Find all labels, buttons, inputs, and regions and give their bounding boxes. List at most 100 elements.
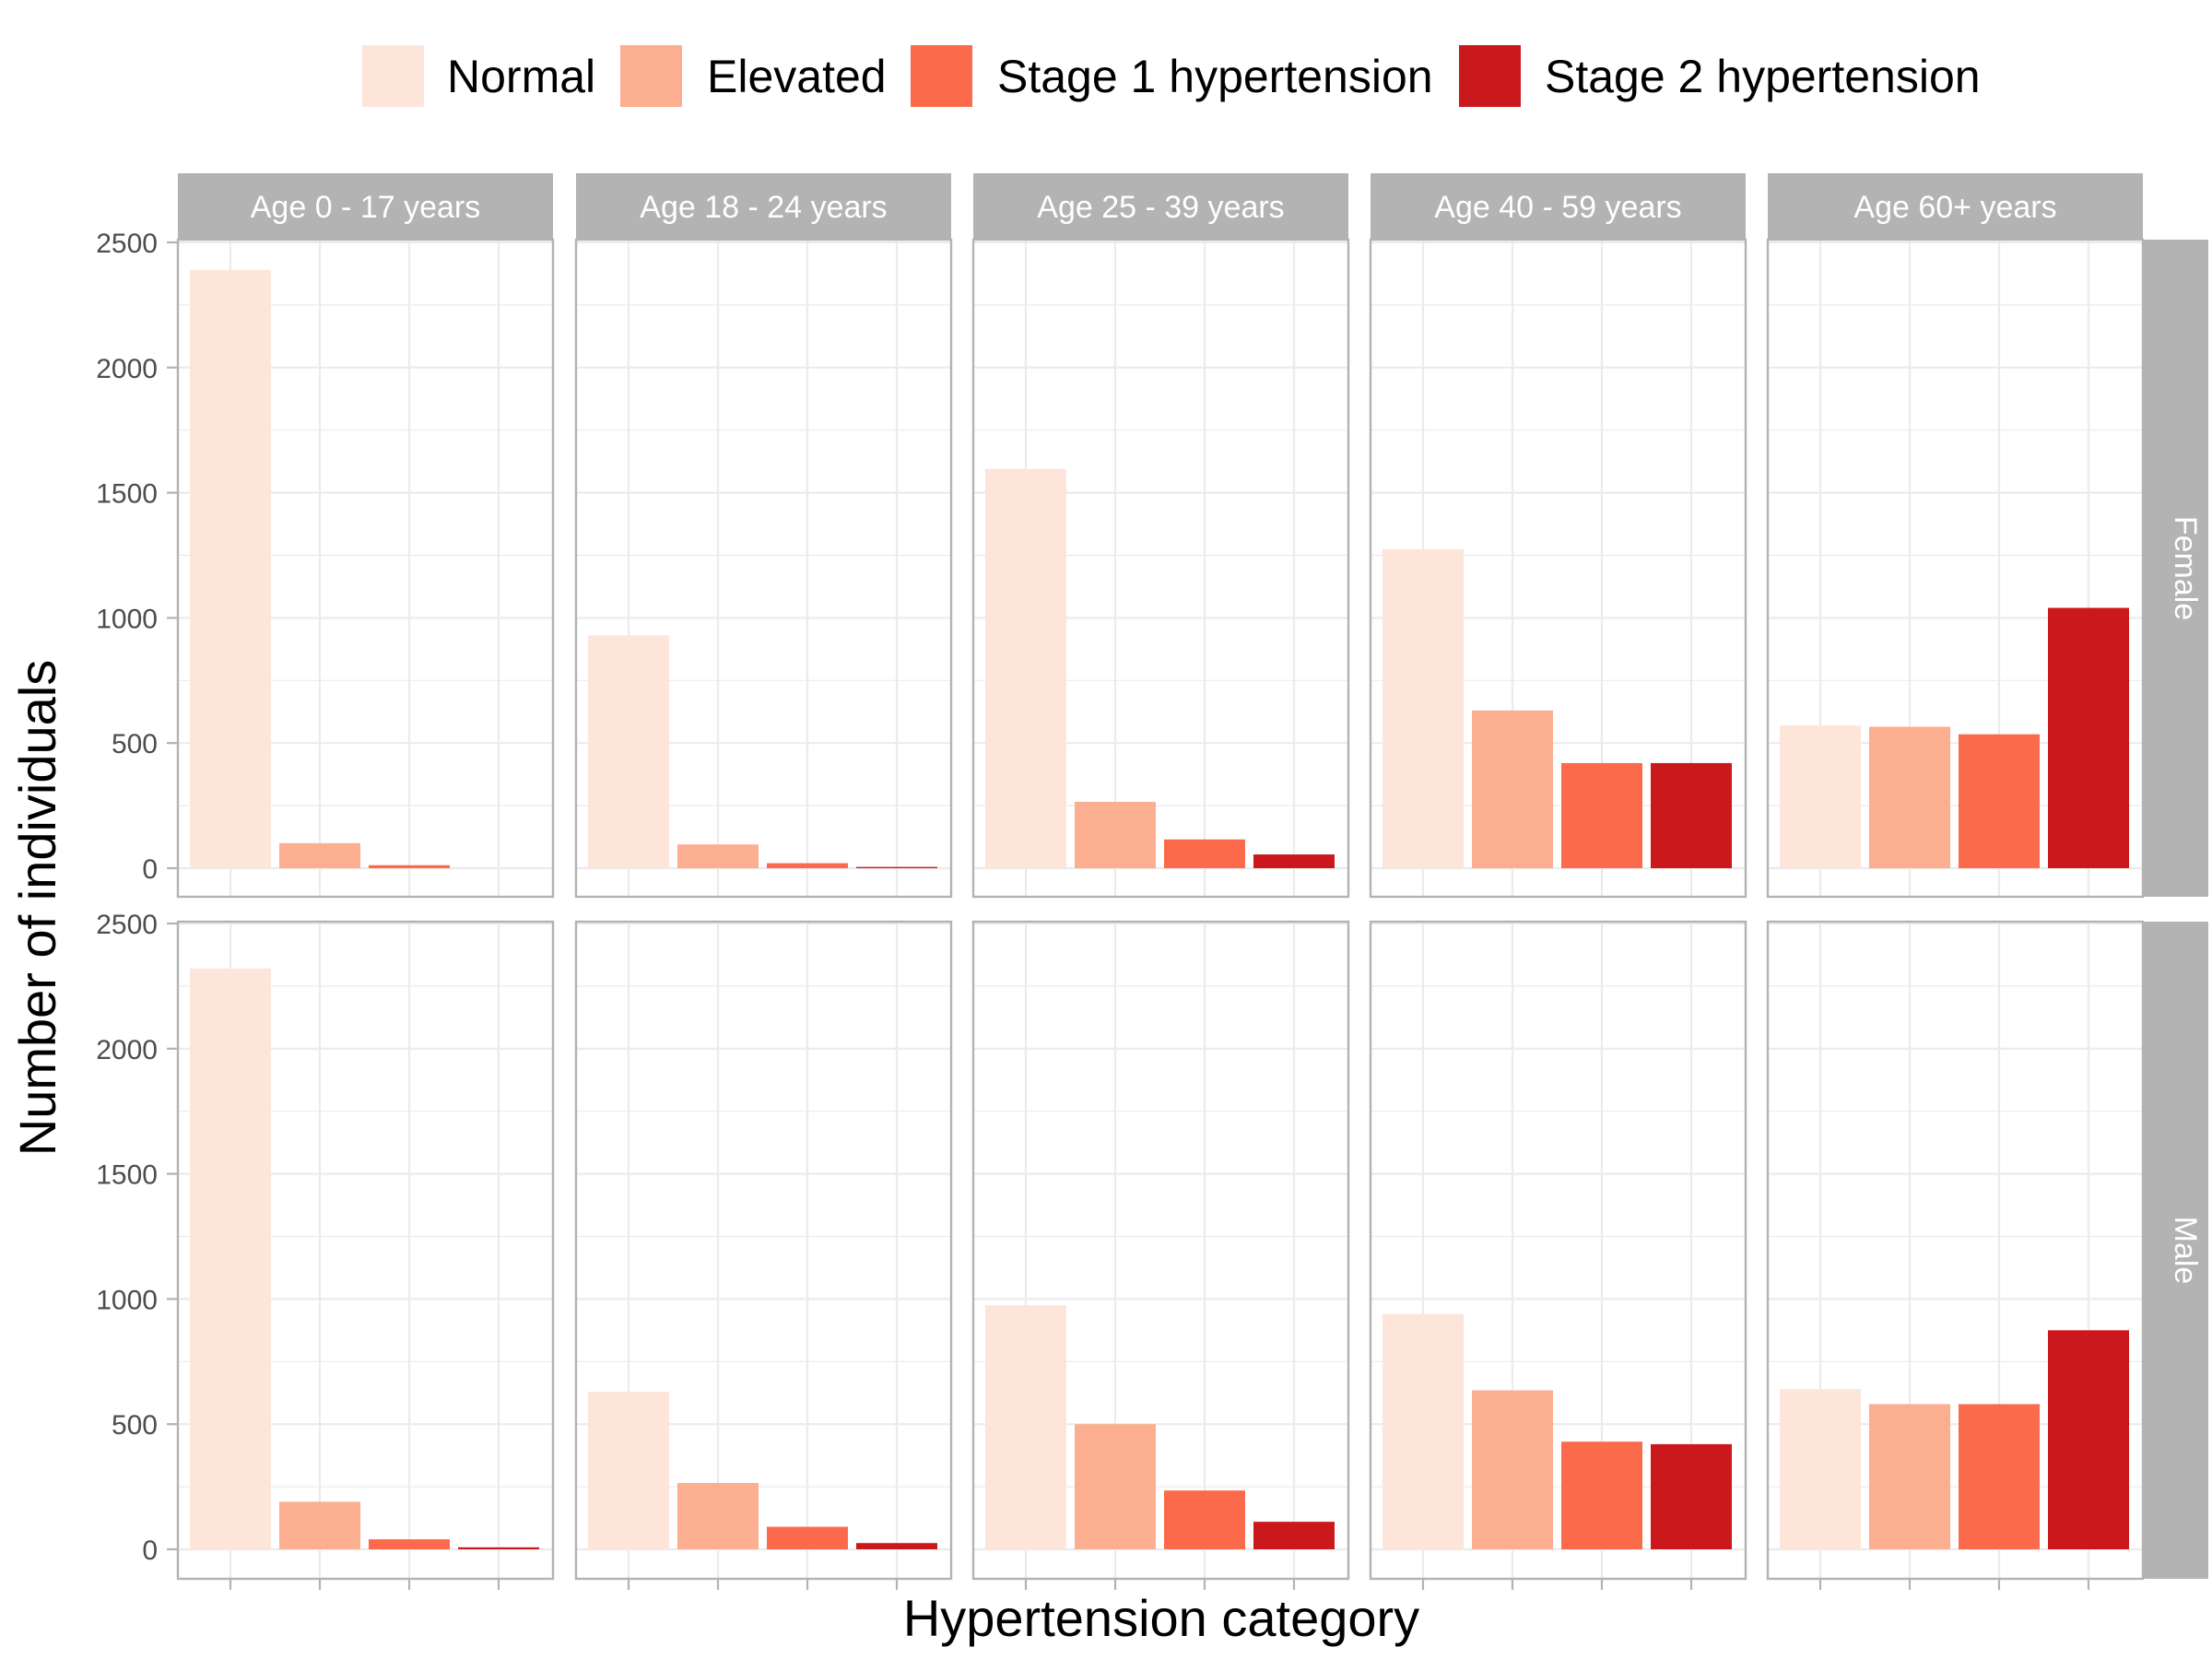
bar-stage-1-hypertension xyxy=(369,865,450,868)
bar-elevated xyxy=(1869,726,1950,868)
strip-label-age-0-17-years: Age 0 - 17 years xyxy=(251,190,480,225)
bar-normal xyxy=(1382,548,1464,868)
bar-normal xyxy=(1382,1313,1464,1549)
strip-background xyxy=(2143,922,2208,1579)
bar-stage-2-hypertension xyxy=(1651,762,1732,868)
panel-border xyxy=(574,238,953,899)
bar-elevated xyxy=(1075,802,1156,868)
panel-border xyxy=(971,920,1350,1581)
bar-normal xyxy=(985,468,1066,868)
panel-male-age-60-years xyxy=(1766,920,2145,1590)
y-tick-label: 2000 xyxy=(96,1035,158,1065)
bar-stage-1-hypertension xyxy=(1959,1404,2040,1549)
panel-border xyxy=(1369,238,1747,899)
bar-normal xyxy=(190,269,271,869)
legend-key-stage-1-hypertension xyxy=(911,45,972,107)
bar-elevated xyxy=(1472,1390,1553,1549)
panel-male-age-40-59-years xyxy=(1369,920,1747,1590)
bar-stage-2-hypertension xyxy=(2048,607,2129,868)
panel-female-age-18-24-years xyxy=(574,238,953,899)
bar-stage-1-hypertension xyxy=(1164,1490,1245,1549)
y-axes: 0 500 1000 1500 2000 2500 0 500 1000 1500 2000 2500 xyxy=(96,229,178,1566)
strip-background xyxy=(2143,240,2208,897)
bar-elevated xyxy=(1472,710,1553,868)
panel-female-age-0-17-years xyxy=(176,238,555,899)
panel-border xyxy=(971,238,1350,899)
strip-label-age-60-years: Age 60+ years xyxy=(1853,190,2056,225)
bar-stage-2-hypertension xyxy=(458,1547,539,1549)
bar-stage-2-hypertension xyxy=(2048,1330,2129,1549)
y-tick-label: 1000 xyxy=(96,1285,158,1315)
panel-border xyxy=(176,920,555,1581)
panel-border xyxy=(1369,920,1747,1581)
y-tick-label: 1500 xyxy=(96,1160,158,1191)
panel-border xyxy=(1766,238,2145,899)
y-tick-label: 500 xyxy=(112,729,158,759)
bar-stage-1-hypertension xyxy=(767,863,848,868)
bar-normal xyxy=(985,1305,1066,1549)
panel-male-age-18-24-years xyxy=(574,920,953,1590)
panel-female-age-60-years xyxy=(1766,238,2145,899)
legend-label-normal: Normal xyxy=(447,51,595,102)
strip-label-age-18-24-years: Age 18 - 24 years xyxy=(640,190,887,225)
panel-border xyxy=(1766,920,2145,1581)
strip-background xyxy=(1371,173,1746,240)
bar-elevated xyxy=(279,842,360,868)
panel-female-age-25-39-years xyxy=(971,238,1350,899)
bar-elevated xyxy=(1075,1424,1156,1549)
bar-elevated xyxy=(1869,1404,1950,1549)
bar-elevated xyxy=(677,1483,759,1549)
bar-normal xyxy=(190,968,271,1549)
bar-stage-2-hypertension xyxy=(1253,1522,1335,1549)
bar-normal xyxy=(1780,1389,1861,1549)
strip-age-25-39-years: Age 25 - 39 years xyxy=(973,173,1348,240)
legend: Normal Elevated Stage 1 hypertension Stage … xyxy=(362,45,1981,107)
strip-male: Male xyxy=(2143,922,2208,1579)
y-tick-label: 1000 xyxy=(96,604,158,634)
strip-label-age-25-39-years: Age 25 - 39 years xyxy=(1037,190,1284,225)
y-tick-label: 0 xyxy=(142,1535,158,1566)
y-tick-label: 2000 xyxy=(96,354,158,384)
y-axis-female: 0 500 1000 1500 2000 2500 xyxy=(96,229,178,885)
bar-elevated xyxy=(677,844,759,868)
legend-label-stage-1-hypertension: Stage 1 hypertension xyxy=(997,51,1433,102)
strip-background xyxy=(178,173,553,240)
strip-label-male: Male xyxy=(2168,1217,2203,1285)
bar-stage-1-hypertension xyxy=(1959,734,2040,868)
y-tick-label: 1500 xyxy=(96,479,158,510)
bar-stage-2-hypertension xyxy=(1253,854,1335,868)
y-tick-label: 2500 xyxy=(96,229,158,259)
bar-stage-1-hypertension xyxy=(1164,839,1245,868)
legend-label-stage-2-hypertension: Stage 2 hypertension xyxy=(1545,51,1981,102)
strip-background xyxy=(1768,173,2143,240)
legend-key-elevated xyxy=(620,45,682,107)
y-axis-title: Number of individuals xyxy=(8,660,66,1156)
strip-label-female: Female xyxy=(2168,516,2203,620)
strip-background xyxy=(576,173,951,240)
strip-age-60-years: Age 60+ years xyxy=(1768,173,2143,240)
panel-male-age-25-39-years xyxy=(971,920,1350,1590)
legend-key-stage-2-hypertension xyxy=(1459,45,1521,107)
strip-age-0-17-years: Age 0 - 17 years xyxy=(178,173,553,240)
bar-stage-2-hypertension xyxy=(856,866,937,868)
strip-age-40-59-years: Age 40 - 59 years xyxy=(1371,173,1746,240)
panel-border xyxy=(176,238,555,899)
panel-border xyxy=(574,920,953,1581)
strip-label-age-40-59-years: Age 40 - 59 years xyxy=(1434,190,1681,225)
bar-normal xyxy=(588,635,669,868)
strip-female: Female xyxy=(2143,240,2208,897)
y-tick-label: 0 xyxy=(142,854,158,885)
y-tick-label: 500 xyxy=(112,1410,158,1441)
bar-elevated xyxy=(279,1501,360,1549)
y-tick-label: 2500 xyxy=(96,910,158,940)
legend-key-normal xyxy=(362,45,424,107)
bar-stage-2-hypertension xyxy=(1651,1443,1732,1549)
bar-stage-1-hypertension xyxy=(369,1539,450,1549)
bar-stage-2-hypertension xyxy=(856,1543,937,1549)
strip-age-18-24-years: Age 18 - 24 years xyxy=(576,173,951,240)
x-axis-title: Hypertension category xyxy=(903,1589,1419,1647)
bar-stage-1-hypertension xyxy=(1561,762,1642,868)
bar-normal xyxy=(1780,725,1861,868)
bar-stage-1-hypertension xyxy=(1561,1441,1642,1549)
